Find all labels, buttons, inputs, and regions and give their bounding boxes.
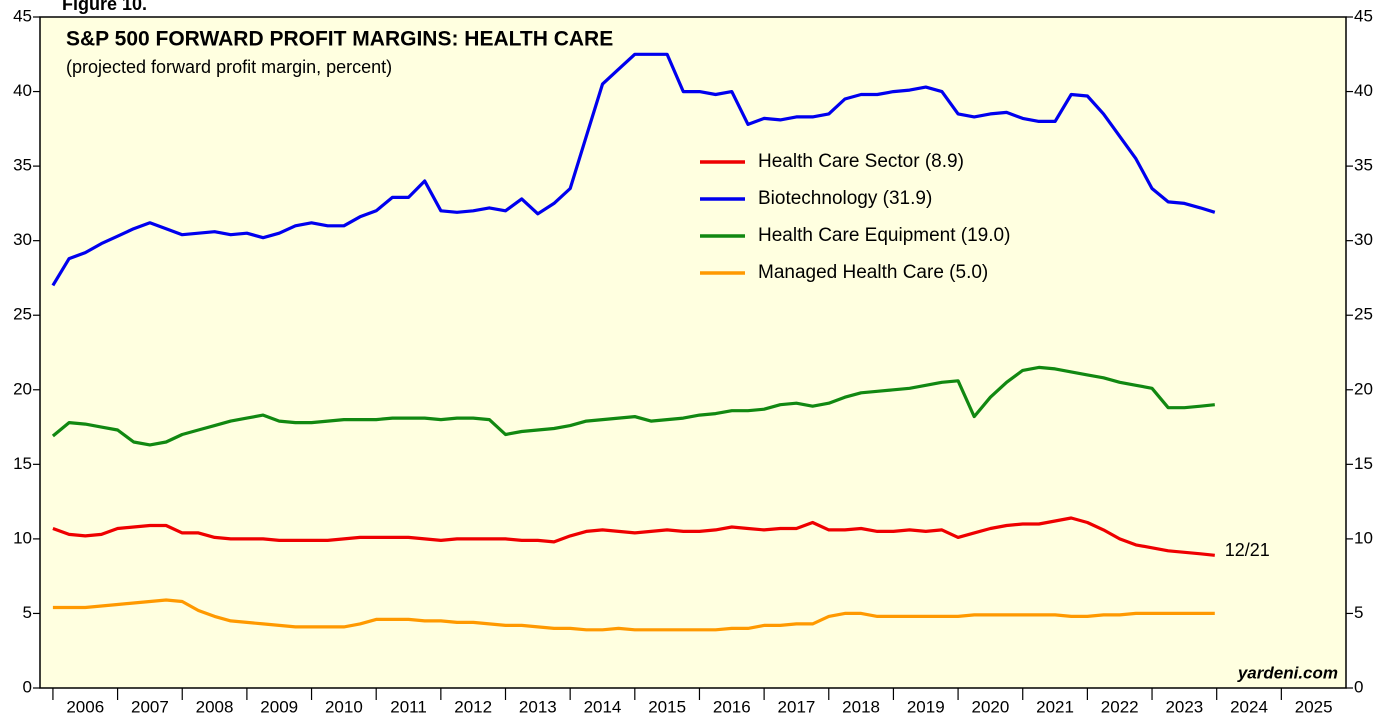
source: yardeni.com — [1237, 663, 1338, 682]
legend-label: Health Care Equipment (19.0) — [758, 225, 1010, 246]
x-tick-label: 2020 — [971, 697, 1009, 716]
y-tick-label: 5 — [23, 603, 32, 622]
x-tick-label: 2011 — [390, 697, 427, 716]
x-tick-label: 2018 — [842, 697, 880, 716]
y2-tick-label: 30 — [1354, 230, 1373, 249]
x-tick-label: 2014 — [584, 697, 622, 716]
y2-tick-label: 5 — [1354, 603, 1363, 622]
end-label: 12/21 — [1225, 540, 1270, 560]
y2-tick-label: 0 — [1354, 677, 1363, 696]
x-tick-label: 2024 — [1230, 697, 1268, 716]
x-tick-label: 2013 — [519, 697, 557, 716]
y2-tick-label: 20 — [1354, 379, 1373, 398]
series-line — [51, 365, 1215, 447]
x-tick-label: 2016 — [713, 697, 751, 716]
y2-tick-label: 40 — [1354, 81, 1373, 100]
x-tick-label: 2023 — [1165, 697, 1203, 716]
chart-title: S&P 500 FORWARD PROFIT MARGINS: HEALTH C… — [66, 28, 613, 51]
series-line — [51, 52, 1216, 287]
y2-tick-label: 15 — [1354, 454, 1373, 473]
y-tick-label: 15 — [13, 454, 32, 473]
y2-tick-label: 45 — [1354, 6, 1373, 25]
y-tick-label: 30 — [13, 230, 32, 249]
x-tick-label: 2006 — [66, 697, 104, 716]
series-line — [52, 516, 1215, 557]
x-tick-label: 2017 — [778, 697, 816, 716]
x-tick-label: 2015 — [648, 697, 686, 716]
y-tick-label: 40 — [13, 81, 32, 100]
y2-tick-label: 10 — [1354, 528, 1373, 547]
x-tick-label: 2021 — [1036, 697, 1074, 716]
y-tick-label: 35 — [13, 156, 32, 175]
x-tick-label: 2025 — [1295, 697, 1333, 716]
x-tick-label: 2019 — [907, 697, 945, 716]
x-tick-label: 2007 — [131, 697, 169, 716]
y-tick-label: 20 — [13, 379, 32, 398]
x-tick-label: 2022 — [1101, 697, 1139, 716]
y-tick-label: 25 — [13, 305, 32, 324]
y2-tick-label: 35 — [1354, 156, 1373, 175]
chart-subtitle: (projected forward profit margin, percen… — [66, 57, 392, 77]
figure-label: Figure 10. — [62, 0, 147, 14]
y2-tick-label: 25 — [1354, 305, 1373, 324]
x-tick-label: 2009 — [260, 697, 298, 716]
plot-area — [39, 16, 1347, 689]
legend-label: Biotechnology (31.9) — [758, 188, 932, 209]
y-tick-label: 10 — [13, 528, 32, 547]
y-tick-label: 45 — [13, 6, 32, 25]
legend-label: Managed Health Care (5.0) — [758, 262, 988, 283]
x-tick-label: 2012 — [454, 697, 492, 716]
series-line — [52, 598, 1215, 632]
legend-label: Health Care Sector (8.9) — [758, 151, 964, 172]
y-tick-label: 0 — [23, 677, 32, 696]
x-tick-label: 2010 — [325, 697, 363, 716]
x-tick-label: 2008 — [196, 697, 234, 716]
